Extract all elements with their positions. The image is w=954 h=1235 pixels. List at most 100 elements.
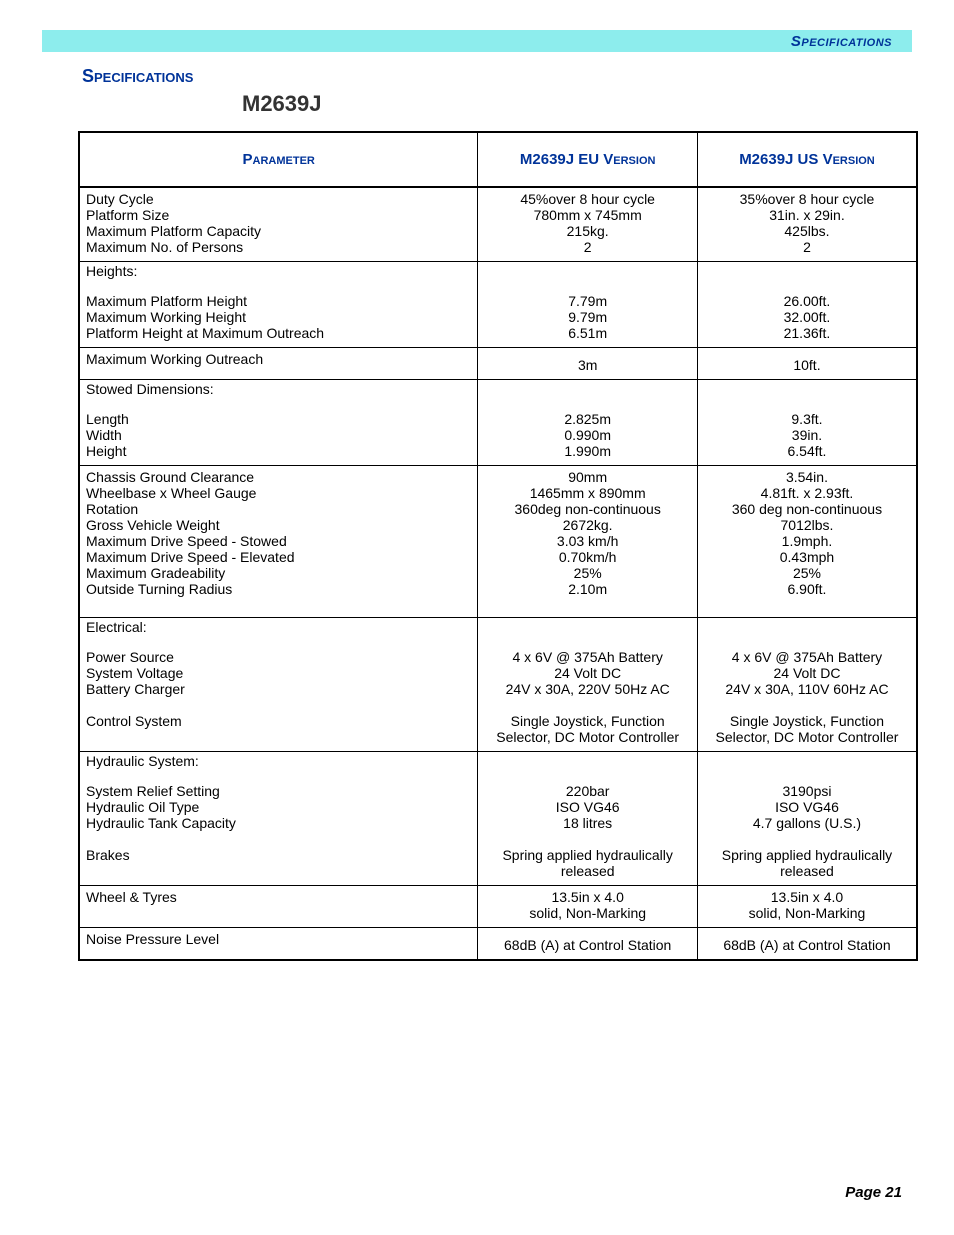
eu-line: solid, Non-Marking bbox=[484, 905, 691, 921]
us-line: ISO VG46 bbox=[704, 799, 910, 815]
eu-cell: 2.825m0.990m1.990m bbox=[478, 380, 698, 466]
us-cell: 3.54in.4.81ft. x 2.93ft.360 deg non-cont… bbox=[697, 466, 917, 618]
eu-cell: 7.79m9.79m6.51m bbox=[478, 262, 698, 348]
table-row: Noise Pressure Level 68dB (A) at Control … bbox=[79, 928, 917, 961]
us-line bbox=[704, 697, 910, 713]
us-line: solid, Non-Marking bbox=[704, 905, 910, 921]
us-cell: 13.5in x 4.0solid, Non-Marking bbox=[697, 886, 917, 928]
param-cell: Noise Pressure Level bbox=[79, 928, 478, 961]
param-cell: Hydraulic System:System Relief SettingHy… bbox=[79, 752, 478, 886]
us-line: 35%over 8 hour cycle bbox=[704, 191, 910, 207]
eu-cell: 68dB (A) at Control Station bbox=[478, 928, 698, 961]
eu-line: 6.51m bbox=[484, 325, 691, 341]
specs-table: Parameter M2639J EU Version M2639J US Ve… bbox=[78, 131, 918, 961]
param-line: Maximum Working Height bbox=[86, 309, 471, 325]
table-row: Electrical:Power SourceSystem VoltageBat… bbox=[79, 618, 917, 752]
param-line bbox=[86, 831, 471, 847]
header-bar: Specifications bbox=[42, 30, 912, 52]
us-line: 360 deg non-continuous bbox=[704, 501, 910, 517]
table-row: Chassis Ground ClearanceWheelbase x Whee… bbox=[79, 466, 917, 618]
us-line: 25% bbox=[704, 565, 910, 581]
row-subheading: Electrical: bbox=[86, 619, 471, 635]
eu-line: 360deg non-continuous bbox=[484, 501, 691, 517]
param-cell: Electrical:Power SourceSystem VoltageBat… bbox=[79, 618, 478, 752]
us-cell: 3190psiISO VG464.7 gallons (U.S.) Spring… bbox=[697, 752, 917, 886]
us-line: 6.90ft. bbox=[704, 581, 910, 597]
table-row: Heights:Maximum Platform HeightMaximum W… bbox=[79, 262, 917, 348]
eu-line: 2.10m bbox=[484, 581, 691, 597]
eu-line bbox=[484, 697, 691, 713]
param-line: Platform Size bbox=[86, 207, 471, 223]
param-line: Hydraulic Oil Type bbox=[86, 799, 471, 815]
eu-line: 3m bbox=[484, 357, 691, 373]
eu-line: 1.990m bbox=[484, 443, 691, 459]
us-cell: 9.3ft.39in.6.54ft. bbox=[697, 380, 917, 466]
eu-line: 0.70km/h bbox=[484, 549, 691, 565]
us-cell: 4 x 6V @ 375Ah Battery24 Volt DC24V x 30… bbox=[697, 618, 917, 752]
us-line: 24 Volt DC bbox=[704, 665, 910, 681]
param-line: Brakes bbox=[86, 847, 471, 863]
eu-line: 220bar bbox=[484, 783, 691, 799]
eu-line: 68dB (A) at Control Station bbox=[484, 937, 691, 953]
eu-line: 780mm x 745mm bbox=[484, 207, 691, 223]
us-line: 425lbs. bbox=[704, 223, 910, 239]
us-cell: 10ft. bbox=[697, 348, 917, 380]
eu-cell: 220barISO VG4618 litres Spring applied h… bbox=[478, 752, 698, 886]
us-line: 6.54ft. bbox=[704, 443, 910, 459]
us-line: Spring applied hydraulically released bbox=[704, 847, 910, 879]
eu-cell: 90mm1465mm x 890mm360deg non-continuous2… bbox=[478, 466, 698, 618]
eu-cell: 4 x 6V @ 375Ah Battery24 Volt DC24V x 30… bbox=[478, 618, 698, 752]
col-header-parameter: Parameter bbox=[79, 132, 478, 187]
section-title: Specifications bbox=[82, 66, 912, 87]
us-line: 7012lbs. bbox=[704, 517, 910, 533]
eu-line: 4 x 6V @ 375Ah Battery bbox=[484, 649, 691, 665]
param-cell: Chassis Ground ClearanceWheelbase x Whee… bbox=[79, 466, 478, 618]
us-line: 1.9mph. bbox=[704, 533, 910, 549]
us-line: 4.81ft. x 2.93ft. bbox=[704, 485, 910, 501]
col-header-eu: M2639J EU Version bbox=[478, 132, 698, 187]
us-line: 4 x 6V @ 375Ah Battery bbox=[704, 649, 910, 665]
us-line: 4.7 gallons (U.S.) bbox=[704, 815, 910, 831]
us-line: 9.3ft. bbox=[704, 411, 910, 427]
param-line: Height bbox=[86, 443, 471, 459]
row-subheading: Stowed Dimensions: bbox=[86, 381, 471, 397]
us-line: 39in. bbox=[704, 427, 910, 443]
eu-line: 13.5in x 4.0 bbox=[484, 889, 691, 905]
param-line: Maximum Platform Capacity bbox=[86, 223, 471, 239]
eu-line: 215kg. bbox=[484, 223, 691, 239]
eu-line: 2 bbox=[484, 239, 691, 255]
eu-line: 0.990m bbox=[484, 427, 691, 443]
param-line: Maximum Drive Speed - Stowed bbox=[86, 533, 471, 549]
param-line: System Relief Setting bbox=[86, 783, 471, 799]
us-line: Single Joystick, Function Selector, DC M… bbox=[704, 713, 910, 745]
us-line bbox=[704, 831, 910, 847]
param-line: Platform Height at Maximum Outreach bbox=[86, 325, 471, 341]
us-line: 21.36ft. bbox=[704, 325, 910, 341]
us-cell: 26.00ft.32.00ft.21.36ft. bbox=[697, 262, 917, 348]
param-cell: Heights:Maximum Platform HeightMaximum W… bbox=[79, 262, 478, 348]
row-subheading: Heights: bbox=[86, 263, 471, 279]
page-footer: Page 21 bbox=[845, 1184, 902, 1201]
model-title: M2639J bbox=[242, 91, 912, 117]
eu-line: 9.79m bbox=[484, 309, 691, 325]
eu-line: 18 litres bbox=[484, 815, 691, 831]
table-row: Wheel & Tyres13.5in x 4.0solid, Non-Mark… bbox=[79, 886, 917, 928]
us-cell: 68dB (A) at Control Station bbox=[697, 928, 917, 961]
param-cell: Duty CyclePlatform SizeMaximum Platform … bbox=[79, 187, 478, 262]
param-line: Noise Pressure Level bbox=[86, 931, 471, 947]
param-line: Power Source bbox=[86, 649, 471, 665]
eu-line: 45%over 8 hour cycle bbox=[484, 191, 691, 207]
param-line: Maximum Gradeability bbox=[86, 565, 471, 581]
table-row: Hydraulic System:System Relief SettingHy… bbox=[79, 752, 917, 886]
param-line: Hydraulic Tank Capacity bbox=[86, 815, 471, 831]
param-line: System Voltage bbox=[86, 665, 471, 681]
param-line: Maximum Working Outreach bbox=[86, 351, 471, 367]
eu-line: 90mm bbox=[484, 469, 691, 485]
param-line: Length bbox=[86, 411, 471, 427]
us-line: 3.54in. bbox=[704, 469, 910, 485]
us-line: 2 bbox=[704, 239, 910, 255]
eu-line: 24V x 30A, 220V 50Hz AC bbox=[484, 681, 691, 697]
param-cell: Wheel & Tyres bbox=[79, 886, 478, 928]
param-line: Wheel & Tyres bbox=[86, 889, 471, 905]
eu-line: Single Joystick, Function Selector, DC M… bbox=[484, 713, 691, 745]
